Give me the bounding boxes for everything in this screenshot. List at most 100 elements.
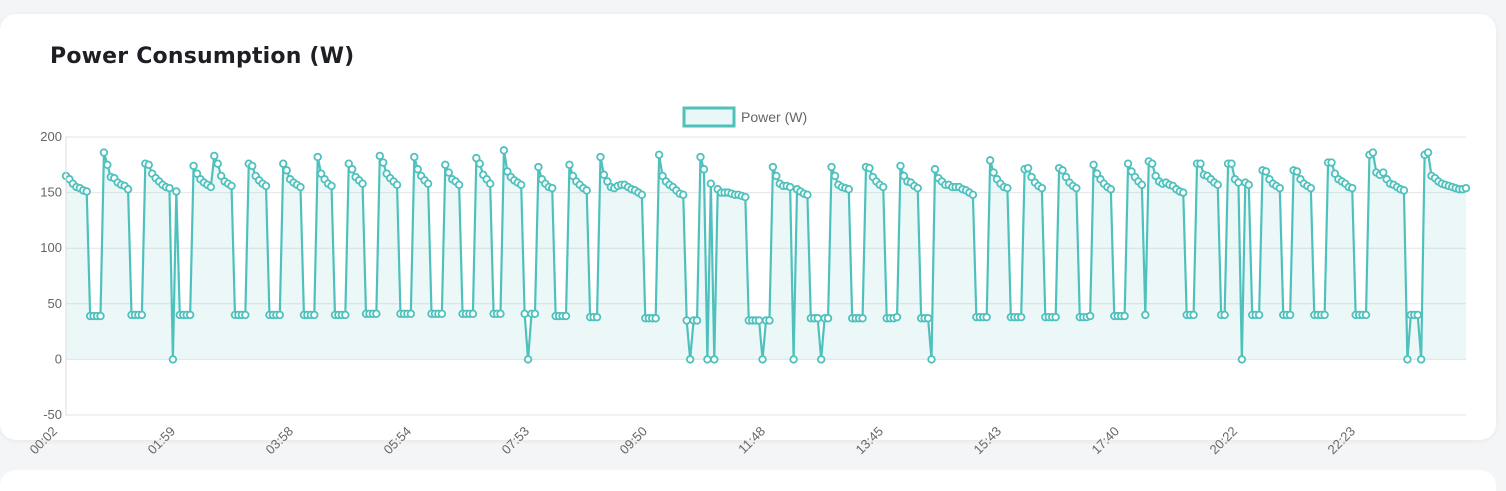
data-point[interactable] (523, 355, 533, 364)
data-point[interactable] (1037, 183, 1047, 193)
data-point[interactable] (189, 161, 198, 171)
data-point[interactable] (1089, 160, 1098, 169)
data-point[interactable] (1413, 310, 1422, 320)
data-point[interactable] (1306, 183, 1316, 193)
data-point[interactable] (913, 183, 922, 193)
data-point[interactable] (413, 165, 422, 174)
data-point[interactable] (248, 161, 257, 171)
data-point[interactable] (406, 309, 416, 319)
data-point[interactable] (172, 187, 181, 196)
data-point[interactable] (468, 309, 478, 319)
data-point[interactable] (1399, 186, 1409, 195)
data-point[interactable] (785, 182, 795, 192)
data-point[interactable] (1051, 312, 1060, 322)
data-point[interactable] (1072, 183, 1081, 193)
data-point[interactable] (1379, 168, 1388, 177)
data-point[interactable] (892, 312, 902, 322)
data-point[interactable] (341, 310, 350, 320)
data-point[interactable] (710, 355, 719, 364)
data-point[interactable] (741, 192, 750, 202)
data-point[interactable] (168, 355, 178, 364)
data-point[interactable] (754, 316, 764, 325)
data-point[interactable] (679, 190, 688, 200)
data-point[interactable] (282, 166, 291, 175)
data-point[interactable] (758, 355, 767, 364)
data-point[interactable] (1016, 312, 1026, 322)
data-point[interactable] (1137, 180, 1147, 190)
chart-legend[interactable]: Power (W) (682, 106, 807, 128)
data-point[interactable] (599, 170, 609, 180)
data-point[interactable] (1320, 310, 1329, 320)
data-point[interactable] (185, 310, 195, 320)
data-point[interactable] (310, 310, 319, 320)
data-point[interactable] (813, 314, 822, 323)
data-point[interactable] (1058, 166, 1067, 175)
data-point[interactable] (392, 180, 402, 190)
data-point[interactable] (516, 180, 526, 190)
data-point[interactable] (592, 312, 602, 322)
data-point[interactable] (261, 181, 271, 191)
data-point[interactable] (651, 314, 660, 323)
data-point[interactable] (765, 316, 774, 325)
data-point[interactable] (1023, 163, 1033, 173)
data-point[interactable] (685, 355, 695, 364)
data-point[interactable] (475, 159, 484, 168)
data-point[interactable] (96, 311, 105, 321)
data-point[interactable] (1106, 185, 1116, 194)
data-point[interactable] (82, 187, 91, 196)
data-point[interactable] (313, 152, 322, 162)
data-point[interactable] (703, 355, 712, 364)
data-point[interactable] (279, 159, 288, 168)
data-point[interactable] (1361, 310, 1371, 320)
data-point[interactable] (1461, 183, 1471, 193)
data-point[interactable] (1423, 148, 1433, 157)
data-point[interactable] (696, 152, 705, 162)
data-point[interactable] (1292, 167, 1302, 176)
data-point[interactable] (1003, 183, 1012, 193)
data-point[interactable] (985, 156, 995, 165)
data-point[interactable] (1179, 188, 1188, 197)
data-point[interactable] (379, 158, 388, 167)
data-point[interactable] (923, 314, 933, 323)
data-point[interactable] (144, 160, 153, 169)
data-point[interactable] (596, 152, 605, 162)
data-point[interactable] (241, 310, 250, 320)
data-point[interactable] (1254, 310, 1264, 320)
data-point[interactable] (1403, 355, 1412, 364)
data-point[interactable] (830, 171, 840, 181)
data-point[interactable] (1148, 159, 1157, 168)
data-point[interactable] (561, 311, 571, 321)
data-point[interactable] (982, 312, 991, 322)
data-point[interactable] (927, 355, 936, 364)
data-point[interactable] (1120, 311, 1129, 321)
data-point[interactable] (1213, 180, 1222, 190)
data-point[interactable] (548, 183, 557, 193)
data-point[interactable] (989, 168, 998, 177)
data-point[interactable] (358, 179, 367, 188)
data-point[interactable] (565, 160, 574, 169)
data-point[interactable] (227, 181, 236, 191)
data-point[interactable] (444, 168, 453, 177)
data-point[interactable] (789, 355, 798, 364)
data-point[interactable] (816, 355, 826, 364)
data-point[interactable] (485, 179, 495, 188)
data-point[interactable] (879, 182, 888, 192)
data-point[interactable] (968, 190, 978, 200)
data-point[interactable] (706, 179, 716, 188)
data-point[interactable] (1227, 159, 1236, 168)
data-point[interactable] (103, 160, 112, 169)
data-point[interactable] (372, 309, 381, 319)
data-point[interactable] (441, 160, 450, 169)
data-point[interactable] (275, 310, 284, 320)
data-point[interactable] (896, 161, 905, 171)
data-point[interactable] (210, 151, 219, 161)
data-point[interactable] (1275, 183, 1284, 193)
data-point[interactable] (827, 162, 836, 172)
data-point[interactable] (1196, 159, 1205, 168)
data-point[interactable] (1085, 311, 1095, 321)
data-point[interactable] (844, 185, 853, 194)
data-point[interactable] (123, 185, 133, 194)
data-point[interactable] (654, 150, 664, 159)
data-point[interactable] (348, 165, 357, 174)
data-point[interactable] (410, 152, 419, 162)
